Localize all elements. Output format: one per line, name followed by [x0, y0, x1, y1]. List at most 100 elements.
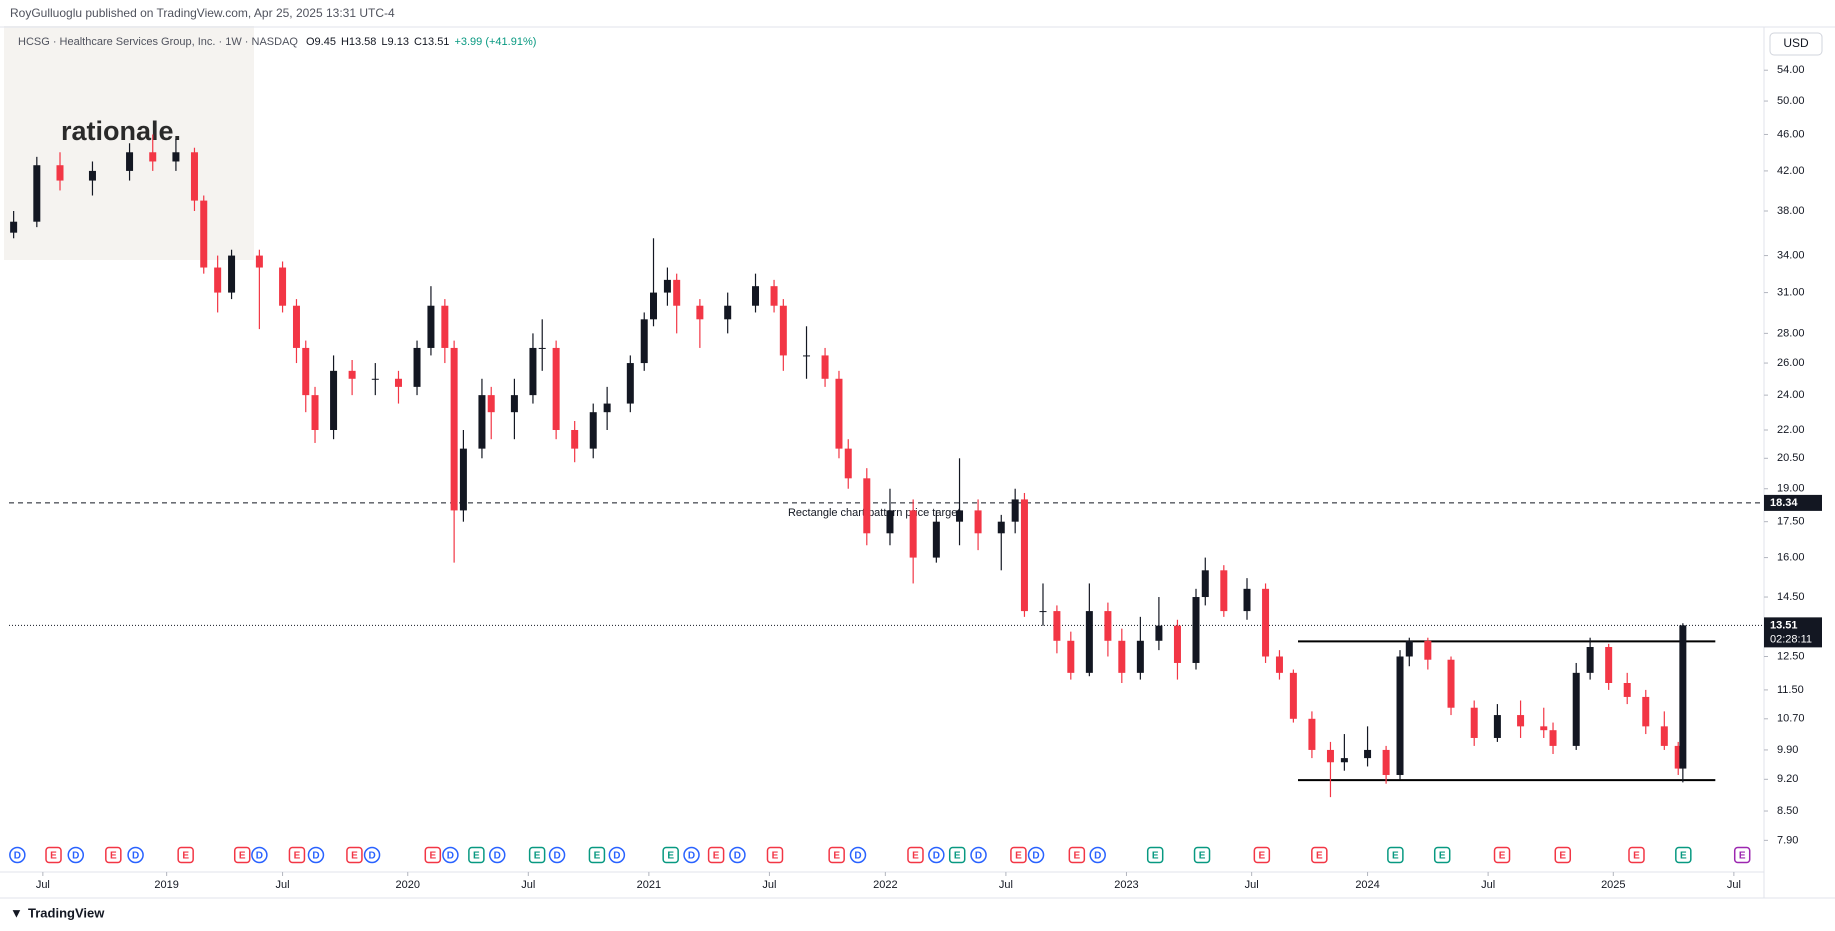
candle-body [538, 347, 546, 349]
earnings-badge [1554, 846, 1572, 864]
candle-body [1424, 640, 1432, 660]
event-label: E [110, 851, 117, 862]
dividend-badge [251, 846, 268, 864]
candle-body [450, 347, 458, 511]
candle-body [214, 267, 222, 293]
earnings-badge [1193, 846, 1211, 864]
candle-body [478, 395, 486, 449]
candle-body [803, 355, 811, 357]
candle-body [974, 510, 982, 534]
candle-body [1660, 726, 1668, 746]
candle-body [1243, 588, 1251, 612]
logo-box [4, 26, 254, 260]
earnings-badge [1733, 846, 1751, 864]
candle-body [1623, 682, 1631, 697]
candle-body [255, 255, 263, 268]
x-tick-label: 2019 [154, 879, 178, 891]
event-label: E [1199, 851, 1206, 862]
candle-body [1382, 749, 1390, 775]
dividend-badge [608, 846, 626, 864]
x-tick-label: 2023 [1114, 879, 1138, 891]
candle-body [1136, 640, 1144, 673]
candle-body [1067, 640, 1075, 673]
currency[interactable]: USD [1783, 36, 1809, 50]
candle-body [1493, 715, 1501, 738]
y-tick-label: 10.70 [1777, 713, 1805, 725]
event-label: E [1439, 851, 1446, 862]
event-label: D [14, 851, 21, 862]
event-label: D [494, 851, 501, 862]
earnings-badge [1675, 846, 1692, 864]
candle-body [149, 152, 157, 162]
currency-box[interactable] [1769, 32, 1823, 56]
y-tick-label: 9.20 [1777, 773, 1798, 785]
candle-body [311, 395, 319, 430]
candle-body [302, 347, 310, 396]
x-tick-label: Jul [1245, 879, 1259, 891]
x-tick-label: Jul [999, 879, 1013, 891]
x-tick-label: 2025 [1601, 879, 1625, 891]
candle-body [956, 510, 964, 522]
earnings-badge [1010, 846, 1027, 864]
candle-body [1201, 570, 1209, 598]
dividend-badge [307, 846, 325, 864]
event-label: E [667, 851, 674, 862]
price-label-box [1764, 617, 1822, 648]
x-tick-label: Jul [36, 879, 50, 891]
earnings-badge [105, 846, 122, 864]
y-tick-label: 31.00 [1777, 286, 1805, 298]
candle-body [696, 305, 704, 320]
footer-icon: ▼ [10, 905, 23, 920]
candle-body [200, 200, 208, 268]
dividend-badge [442, 846, 459, 864]
candle-body [1308, 718, 1316, 750]
candle-body [886, 510, 894, 534]
earnings-badge [948, 846, 966, 864]
candle-body [1173, 625, 1181, 663]
candle-body [770, 286, 778, 306]
candle-body [932, 521, 940, 558]
candle-body [529, 347, 537, 396]
event-label: D [72, 851, 79, 862]
event-label: E [182, 851, 189, 862]
event-label: E [1015, 851, 1022, 862]
candle-body [1540, 726, 1548, 731]
candle-body [510, 395, 518, 413]
x-tick-label: 2020 [396, 879, 420, 891]
event-label: E [1259, 851, 1266, 862]
event-label: E [772, 851, 779, 862]
candle-body [724, 305, 732, 320]
candle-body [1572, 672, 1580, 746]
event-label: E [1392, 851, 1399, 862]
earnings-badge [1628, 846, 1645, 864]
candle-body [348, 370, 356, 379]
candle-body [371, 378, 379, 380]
y-tick-label: 8.50 [1777, 805, 1798, 817]
candle-body [552, 347, 560, 430]
y-tick-label: 46.00 [1777, 128, 1805, 140]
price-line-text: Rectangle chart pattern price target [788, 507, 960, 519]
x-tick-label: Jul [1727, 879, 1741, 891]
event-label: E [713, 851, 720, 862]
candle-body [673, 279, 681, 306]
candle-body [1326, 749, 1334, 763]
candle-body [603, 403, 611, 413]
earnings-badge [346, 846, 363, 864]
candle-body [459, 448, 467, 511]
candle-body [330, 370, 338, 430]
y-tick-label: 38.00 [1777, 205, 1805, 217]
event-label: D [1094, 851, 1101, 862]
event-label: D [975, 851, 982, 862]
event-label: E [1559, 851, 1566, 862]
dividend-badge [1027, 846, 1045, 864]
y-tick-label: 22.00 [1777, 424, 1805, 436]
earnings-badge [662, 846, 679, 864]
dividend-badge [488, 846, 506, 864]
earnings-badge [1311, 846, 1328, 864]
x-tick-label: 2021 [637, 879, 661, 891]
candle-body [1289, 672, 1297, 719]
y-tick-label: 7.90 [1777, 834, 1798, 846]
earnings-badge [1493, 846, 1511, 864]
